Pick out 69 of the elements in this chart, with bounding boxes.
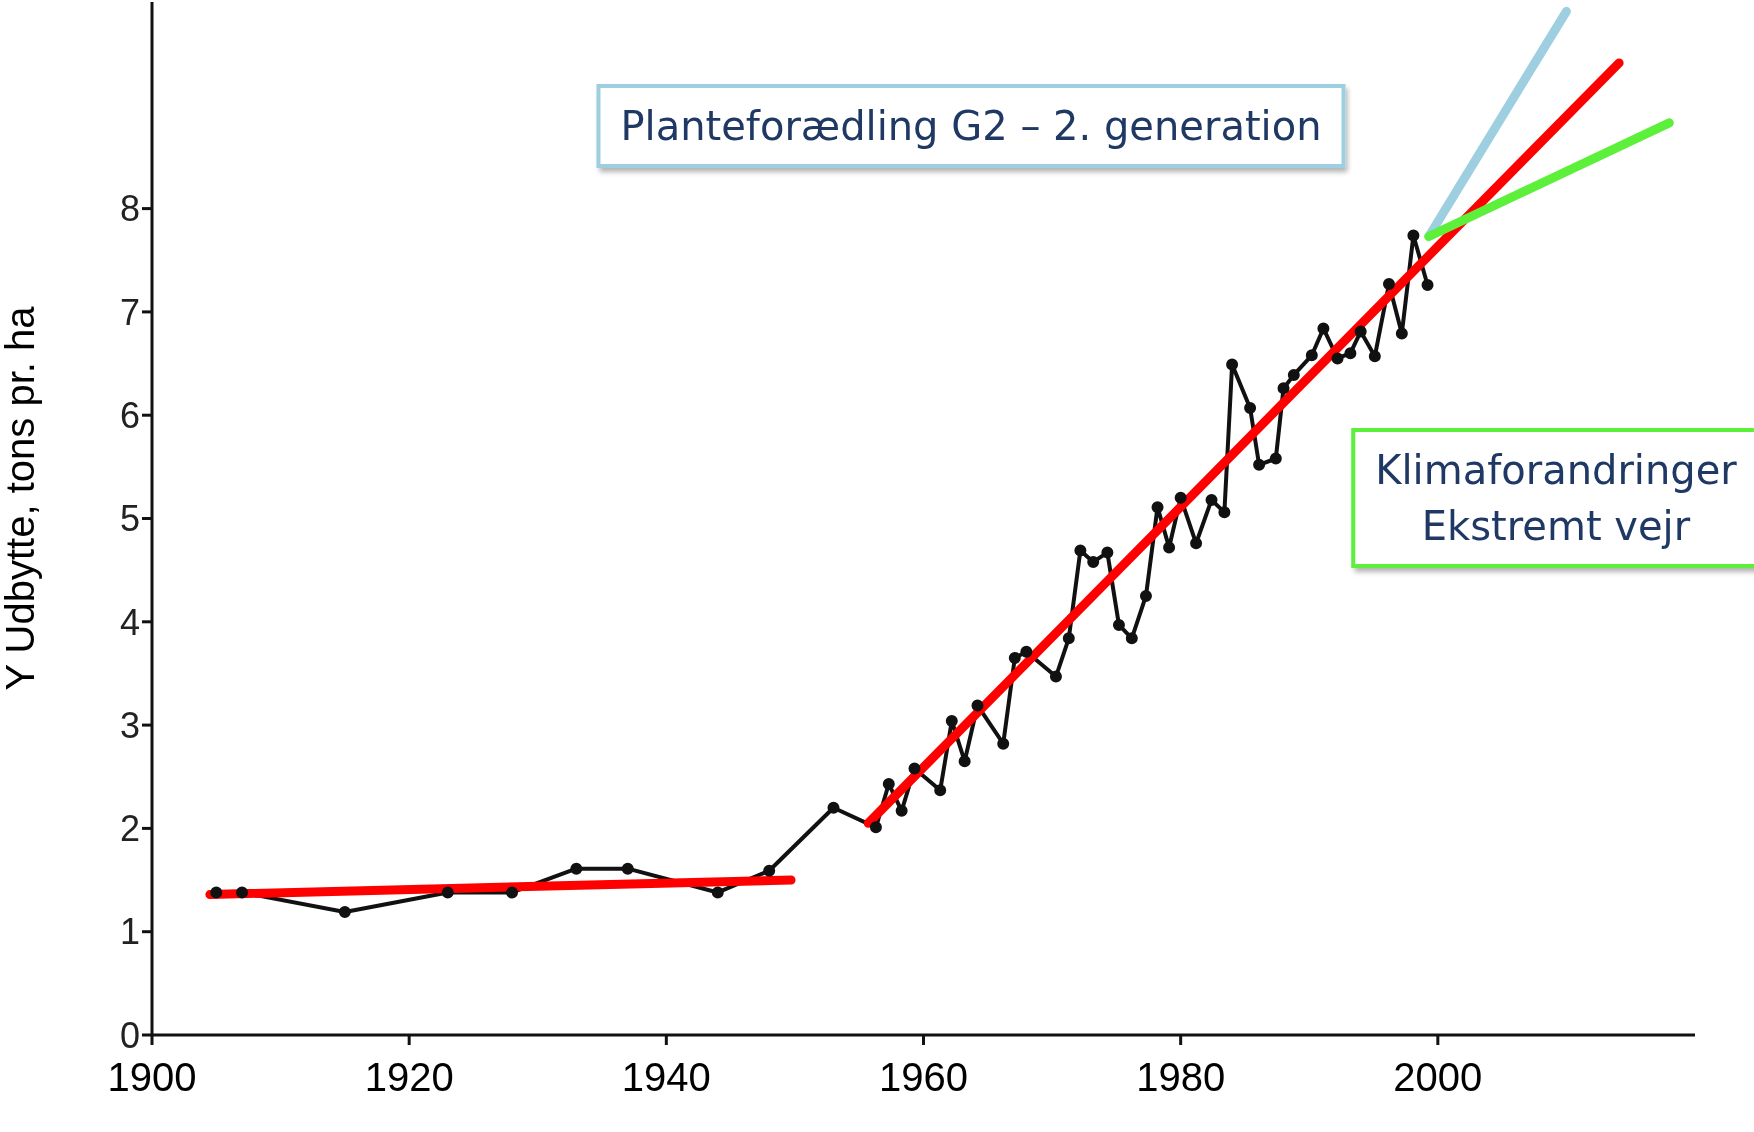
point (1218, 506, 1231, 519)
point (1112, 618, 1125, 631)
point (1174, 491, 1187, 504)
point (1125, 632, 1138, 645)
point (1354, 325, 1367, 338)
x-tick-label: 1920 (364, 1055, 454, 1100)
point (895, 804, 908, 817)
point (1407, 229, 1420, 242)
point (763, 864, 776, 877)
y-tick-label: 1 (119, 911, 140, 953)
y-tick-label: 3 (119, 704, 140, 746)
point (570, 862, 583, 875)
y-tick-label: 5 (119, 498, 140, 540)
point (827, 801, 840, 814)
point (1244, 401, 1257, 414)
point (1205, 493, 1218, 506)
x-tick-label: 2000 (1393, 1055, 1483, 1100)
point (1163, 541, 1176, 554)
point (1074, 544, 1087, 557)
y-tick-label: 2 (119, 808, 140, 850)
y-tick-label: 4 (119, 601, 140, 643)
y-tick-label: 7 (119, 291, 140, 333)
x-tick-label: 1900 (107, 1055, 197, 1100)
x-tick-label: 1940 (621, 1055, 711, 1100)
point (1101, 546, 1114, 559)
y-axis-title: Y Udbytte, tons pr. ha (0, 305, 43, 691)
x-tick-label: 1980 (1136, 1055, 1226, 1100)
point (441, 886, 454, 899)
point (1368, 350, 1381, 363)
annotation: Klimaforandringer Ekstremt vejr (1351, 428, 1754, 568)
point (506, 886, 519, 899)
point (908, 762, 921, 775)
annotation: Planteforædling G2 – 2. generation (596, 84, 1346, 168)
point (1395, 327, 1408, 340)
point (338, 906, 351, 919)
point (971, 699, 984, 712)
point (1287, 368, 1300, 381)
point (1305, 349, 1318, 362)
point (1382, 278, 1395, 291)
point (882, 777, 895, 790)
point (1087, 555, 1100, 568)
point (945, 714, 958, 727)
point (1269, 452, 1282, 465)
point (869, 821, 882, 834)
point (997, 737, 1010, 750)
y-tick-label: 8 (119, 188, 140, 230)
y-tick-label: 0 (119, 1014, 140, 1056)
point (958, 755, 971, 768)
point (1008, 651, 1021, 664)
point (1317, 322, 1330, 335)
point (1020, 645, 1033, 658)
point (1049, 670, 1062, 683)
point (1151, 501, 1164, 514)
y-tick-label: 6 (119, 394, 140, 436)
point (1139, 589, 1152, 602)
point (1344, 347, 1357, 360)
point (236, 886, 249, 899)
point (210, 886, 223, 899)
x-tick-label: 1960 (879, 1055, 968, 1100)
point (621, 862, 634, 875)
point (934, 784, 947, 797)
point (1253, 458, 1266, 471)
point (1421, 279, 1434, 292)
point (1277, 382, 1290, 395)
point (1062, 632, 1075, 645)
point (1331, 352, 1344, 365)
point (1226, 358, 1239, 371)
point (1190, 537, 1203, 550)
point (711, 886, 724, 899)
